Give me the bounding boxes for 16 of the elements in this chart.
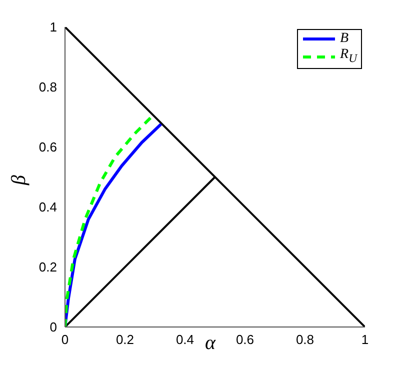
y-tick-label: 1 <box>50 20 57 35</box>
y-tick-label: 0.6 <box>38 140 57 155</box>
x-tick-label: 1 <box>361 332 369 348</box>
y-tick-label: 0 <box>50 320 57 335</box>
x-tick-label: 0.8 <box>296 332 314 348</box>
x-tick-label: 0.6 <box>236 332 254 348</box>
x-tick-label: 0.2 <box>116 332 134 348</box>
y-tick-label: 0.4 <box>38 200 57 215</box>
y-tick-label: 0.2 <box>38 260 57 275</box>
y-axis-title: β <box>6 175 31 185</box>
x-tick-label: 0 <box>61 332 69 348</box>
x-tick-label: 0.4 <box>176 332 194 348</box>
legend-label: B <box>340 31 349 47</box>
x-axis-title: α <box>205 331 216 355</box>
legend-label: R$_{U}$ <box>340 47 357 67</box>
y-tick-label: 0.8 <box>38 80 57 95</box>
